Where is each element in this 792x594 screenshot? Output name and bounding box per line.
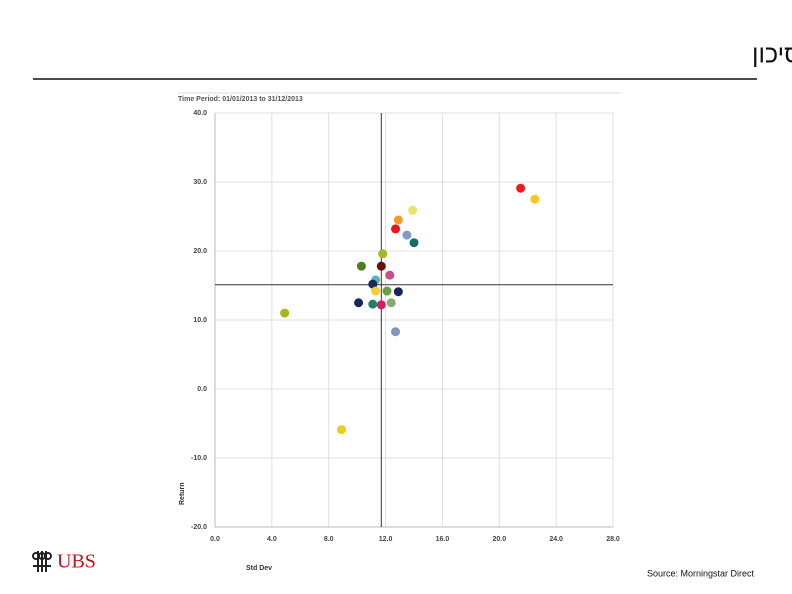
point bbox=[382, 286, 392, 296]
point bbox=[371, 286, 381, 296]
point bbox=[368, 299, 378, 309]
point bbox=[385, 270, 395, 280]
x-tick-label: 8.0 bbox=[324, 536, 334, 543]
point bbox=[386, 298, 396, 308]
x-tick-label: 4.0 bbox=[267, 536, 277, 543]
y-tick-label: 0.0 bbox=[197, 386, 207, 393]
point bbox=[393, 287, 403, 297]
point bbox=[391, 224, 401, 234]
point bbox=[391, 327, 401, 337]
x-tick-label: 16.0 bbox=[436, 536, 450, 543]
point bbox=[280, 308, 290, 318]
point bbox=[409, 238, 419, 248]
point bbox=[378, 249, 388, 259]
point bbox=[530, 194, 540, 204]
source-note: Source: Morningstar Direct bbox=[647, 568, 755, 578]
point bbox=[356, 261, 366, 271]
chart-title: Time Period: 01/01/2013 to 31/12/2013 bbox=[178, 96, 303, 103]
y-tick-label: -20.0 bbox=[191, 524, 207, 531]
point bbox=[402, 230, 412, 240]
y-tick-label: 20.0 bbox=[193, 248, 207, 255]
point bbox=[376, 261, 386, 271]
ubs-logo: UBS bbox=[32, 551, 96, 573]
x-tick-label: 24.0 bbox=[549, 536, 563, 543]
point bbox=[516, 183, 526, 193]
y-tick-label: -10.0 bbox=[191, 455, 207, 462]
logo-text: UBS bbox=[57, 551, 96, 573]
point bbox=[354, 298, 364, 308]
point bbox=[368, 279, 378, 289]
y-tick-label: 10.0 bbox=[193, 317, 207, 324]
x-tick-label: 0.0 bbox=[210, 536, 220, 543]
y-tick-label: 40.0 bbox=[193, 110, 207, 117]
y-tick-label: 30.0 bbox=[193, 179, 207, 186]
point bbox=[393, 215, 403, 225]
point bbox=[376, 300, 386, 310]
x-axis-label: Std Dev bbox=[246, 565, 272, 572]
point bbox=[408, 205, 418, 215]
point bbox=[337, 425, 347, 435]
slide-title: השוואת קרנות ת"א 100 למדד ת"א 100 במונחי… bbox=[752, 41, 792, 69]
x-tick-label: 28.0 bbox=[606, 536, 620, 543]
x-tick-label: 12.0 bbox=[379, 536, 393, 543]
x-tick-label: 20.0 bbox=[492, 536, 506, 543]
y-axis-label: Return bbox=[179, 482, 186, 505]
